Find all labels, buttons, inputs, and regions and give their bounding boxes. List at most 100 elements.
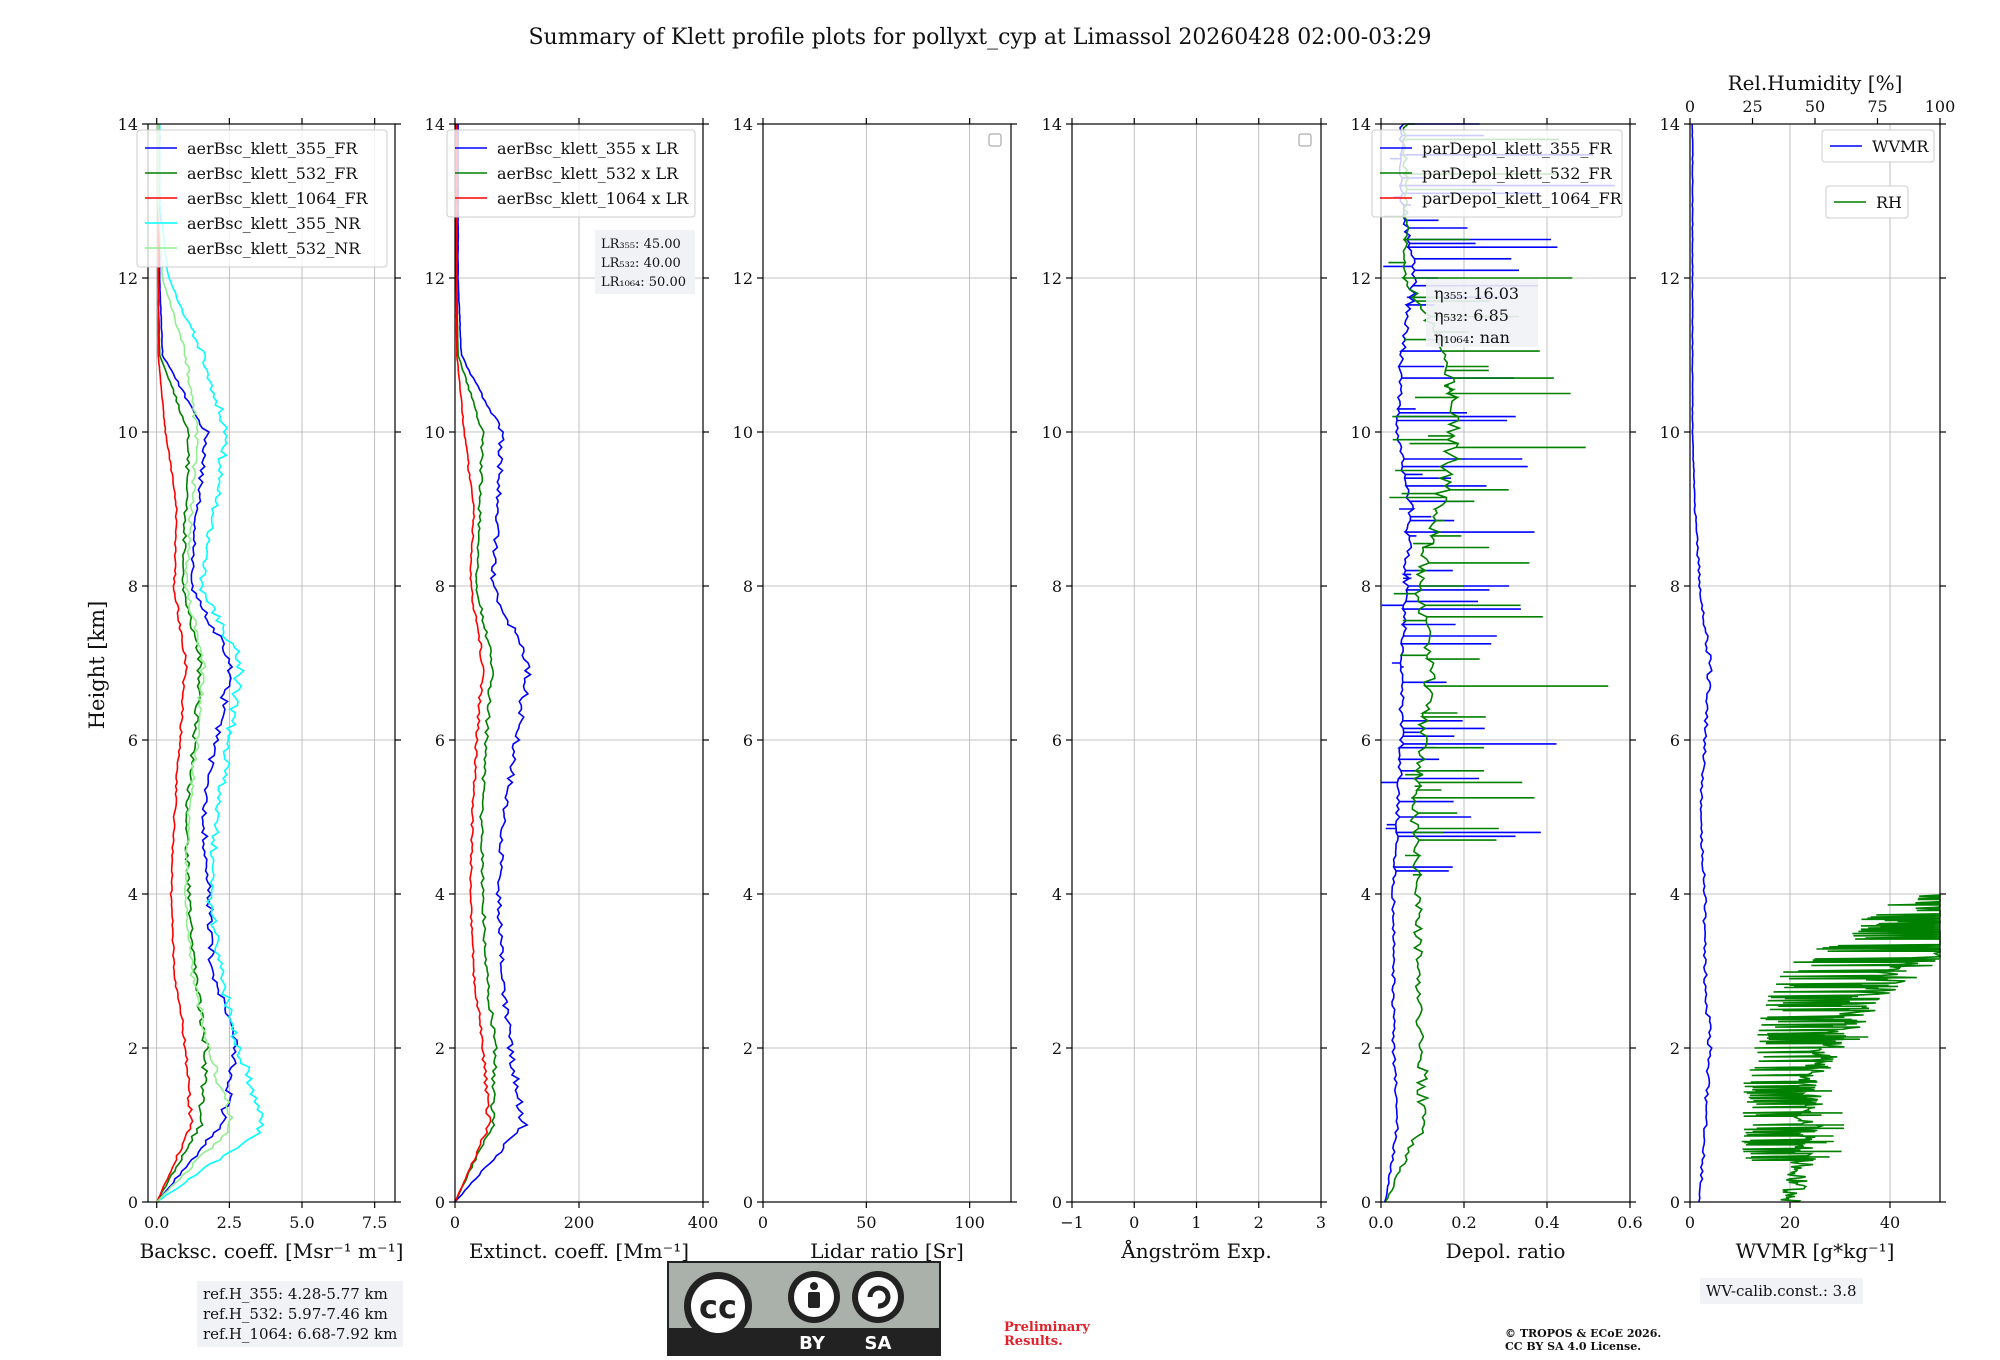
backscatter-legend-box (136, 129, 388, 268)
extinction-legend-box (446, 129, 696, 218)
lidar-ratio-box (595, 230, 695, 294)
panel-backscatter: 0 2 4 6 8 10 12 14 0.0 2.5 5.0 7.5 Backsc. coeff. [M… (118, 115, 404, 1263)
angstrom-x-tick-label: 0 (1129, 1213, 1139, 1232)
extinction-series-aerbsc-klett-1064-x-lr (454, 124, 492, 1203)
share-alike-arrow-icon (867, 1285, 891, 1309)
eta-label: η₁₀₆₄: nan (1434, 328, 1510, 347)
angstrom-x-tick-label: 2 (1254, 1213, 1264, 1232)
wvmr-y-tick-label: 4 (1670, 885, 1680, 904)
extinction-y-tick-label: 8 (435, 577, 445, 596)
extinction-x-tick-label: 400 (688, 1213, 719, 1232)
lidar_ratio-y-tick-label: 10 (733, 423, 753, 442)
extinction-x-tick-label: 200 (564, 1213, 595, 1232)
depol-axes-frame (1380, 123, 1631, 1203)
rh-top-tick-label: 0 (1685, 97, 1695, 116)
cc-by-sa-license-logo: cc BY SA (667, 1261, 941, 1356)
lidar_ratio-x-tick-label: 50 (856, 1213, 876, 1232)
backscatter-y-tick-label: 10 (118, 423, 138, 442)
backscatter-y-tick-label: 6 (128, 731, 138, 750)
preliminary-line-2: Results. (1004, 1334, 1063, 1349)
depol-y-tick-label: 12 (1351, 269, 1371, 288)
person-head-icon (810, 1282, 818, 1290)
backscatter-x-tick-label: 5.0 (289, 1213, 314, 1232)
lidar_ratio-x-tick-label: 100 (954, 1213, 985, 1232)
angstrom-y-tick-label: 4 (1052, 885, 1062, 904)
reference-height-box: ref.H_355: 4.28-5.77 km ref.H_532: 5.97-… (197, 1281, 404, 1347)
angstrom-x-tick-label: −1 (1060, 1213, 1084, 1232)
wvmr-y-tick-label: 10 (1660, 423, 1680, 442)
angstrom-y-tick-label: 10 (1042, 423, 1062, 442)
lidar-ratio-label: LR₅₃₂: 40.00 (601, 256, 681, 271)
depol-legend-label: parDepol_klett_355_FR (1422, 139, 1613, 158)
wv-calib-box: WV-calib.const.: 3.8 (1700, 1278, 1863, 1304)
wvmr-x-tick-label: 20 (1780, 1213, 1800, 1232)
wvmr-x-tick-label: 40 (1880, 1213, 1900, 1232)
depol-x-tick-label: 0.4 (1534, 1213, 1559, 1232)
panel-lidar_ratio: 0 2 4 6 8 10 12 14 0 50 100 Lidar ratio [Sr] (733, 115, 1017, 1263)
angstrom-y-tick-label: 2 (1052, 1039, 1062, 1058)
rh-top-axis-label: Rel.Humidity [%] (1728, 71, 1903, 95)
ref-height-1064: ref.H_1064: 6.68-7.92 km (203, 1325, 398, 1343)
legend-label-rh: RH (1876, 193, 1902, 212)
backscatter-legend-label: aerBsc_klett_355_NR (187, 214, 361, 233)
backscatter-x-tick-label: 2.5 (217, 1213, 242, 1232)
rh-top-tick-label: 50 (1805, 97, 1825, 116)
lidar_ratio-empty-legend-box (988, 133, 1002, 147)
wvmr-y-tick-label: 0 (1670, 1193, 1680, 1212)
lidar-ratio-label: LR₃₅₅: 45.00 (601, 237, 681, 252)
depol-x-tick-label: 0.2 (1451, 1213, 1476, 1232)
legend-box-wvmr (1821, 129, 1935, 163)
eta-box (1426, 279, 1538, 347)
sa-circle-inner-icon (858, 1277, 898, 1317)
depol-y-tick-label: 6 (1361, 731, 1371, 750)
backscatter-series-aerbsc-klett-532-nr (156, 124, 234, 1203)
depol-x-axis-label: Depol. ratio (1446, 1239, 1566, 1263)
backscatter-series-aerbsc-klett-1064-fr (155, 123, 194, 1203)
depol-y-tick-label: 10 (1351, 423, 1371, 442)
panel-depol: 0 2 4 6 8 10 12 14 0.0 0.2 0.4 0.6 Depol. ratio parDe… (1351, 115, 1643, 1263)
lidar_ratio-y-tick-label: 2 (743, 1039, 753, 1058)
rh-top-tick-label: 100 (1925, 97, 1956, 116)
extinction-x-tick-label: 0 (450, 1213, 460, 1232)
depol-y-tick-label: 14 (1351, 115, 1371, 134)
backscatter-legend-label: aerBsc_klett_355_FR (187, 139, 358, 158)
backscatter-axes-frame (147, 123, 396, 1203)
ref-height-532: ref.H_532: 5.97-7.46 km (203, 1305, 388, 1323)
lidar_ratio-y-tick-label: 12 (733, 269, 753, 288)
backscatter-x-tick-label: 0.0 (144, 1213, 169, 1232)
backscatter-y-tick-label: 4 (128, 885, 138, 904)
backscatter-x-axis-label: Backsc. coeff. [Msr⁻¹ m⁻¹] (140, 1239, 404, 1263)
backscatter-x-tick-label: 7.5 (362, 1213, 387, 1232)
angstrom-y-tick-label: 0 (1052, 1193, 1062, 1212)
depol-legend-label: parDepol_klett_1064_FR (1422, 189, 1623, 208)
extinction-y-tick-label: 4 (435, 885, 445, 904)
person-body-icon (808, 1292, 820, 1308)
extinction-y-tick-label: 6 (435, 731, 445, 750)
copyright-line-1: © TROPOS & ECoE 2026. (1505, 1327, 1662, 1340)
extinction-y-tick-label: 2 (435, 1039, 445, 1058)
backscatter-y-tick-label: 2 (128, 1039, 138, 1058)
depol-y-tick-label: 2 (1361, 1039, 1371, 1058)
angstrom-x-tick-label: 3 (1316, 1213, 1326, 1232)
lidar_ratio-y-tick-label: 14 (733, 115, 753, 134)
angstrom-x-tick-label: 1 (1191, 1213, 1201, 1232)
legend-box-rh (1825, 185, 1909, 219)
panel-extinction: 0 2 4 6 8 10 12 14 0 200 400 Extinct. coeff. [Mm⁻¹]… (425, 115, 719, 1263)
cc-circle-inner-icon (691, 1279, 745, 1333)
depol-y-tick-label: 0 (1361, 1193, 1371, 1212)
wvmr-y-tick-label: 8 (1670, 577, 1680, 596)
extinction-series-aerbsc-klett-355-x-lr (454, 123, 532, 1203)
wvmr-y-tick-label: 14 (1660, 115, 1680, 134)
lidar_ratio-y-tick-label: 0 (743, 1193, 753, 1212)
cc-letters-icon: cc (699, 1288, 737, 1326)
lidar_ratio-y-tick-label: 4 (743, 885, 753, 904)
backscatter-series-aerbsc-klett-355-fr (156, 123, 239, 1203)
depol-y-tick-label: 8 (1361, 577, 1371, 596)
eta-label: η₅₃₂: 6.85 (1434, 306, 1509, 325)
lidar-ratio-label: LR₁₀₆₄: 50.00 (601, 275, 686, 290)
backscatter-legend-label: aerBsc_klett_532_NR (187, 239, 361, 258)
legend-label-wvmr: WVMR (1872, 137, 1929, 156)
